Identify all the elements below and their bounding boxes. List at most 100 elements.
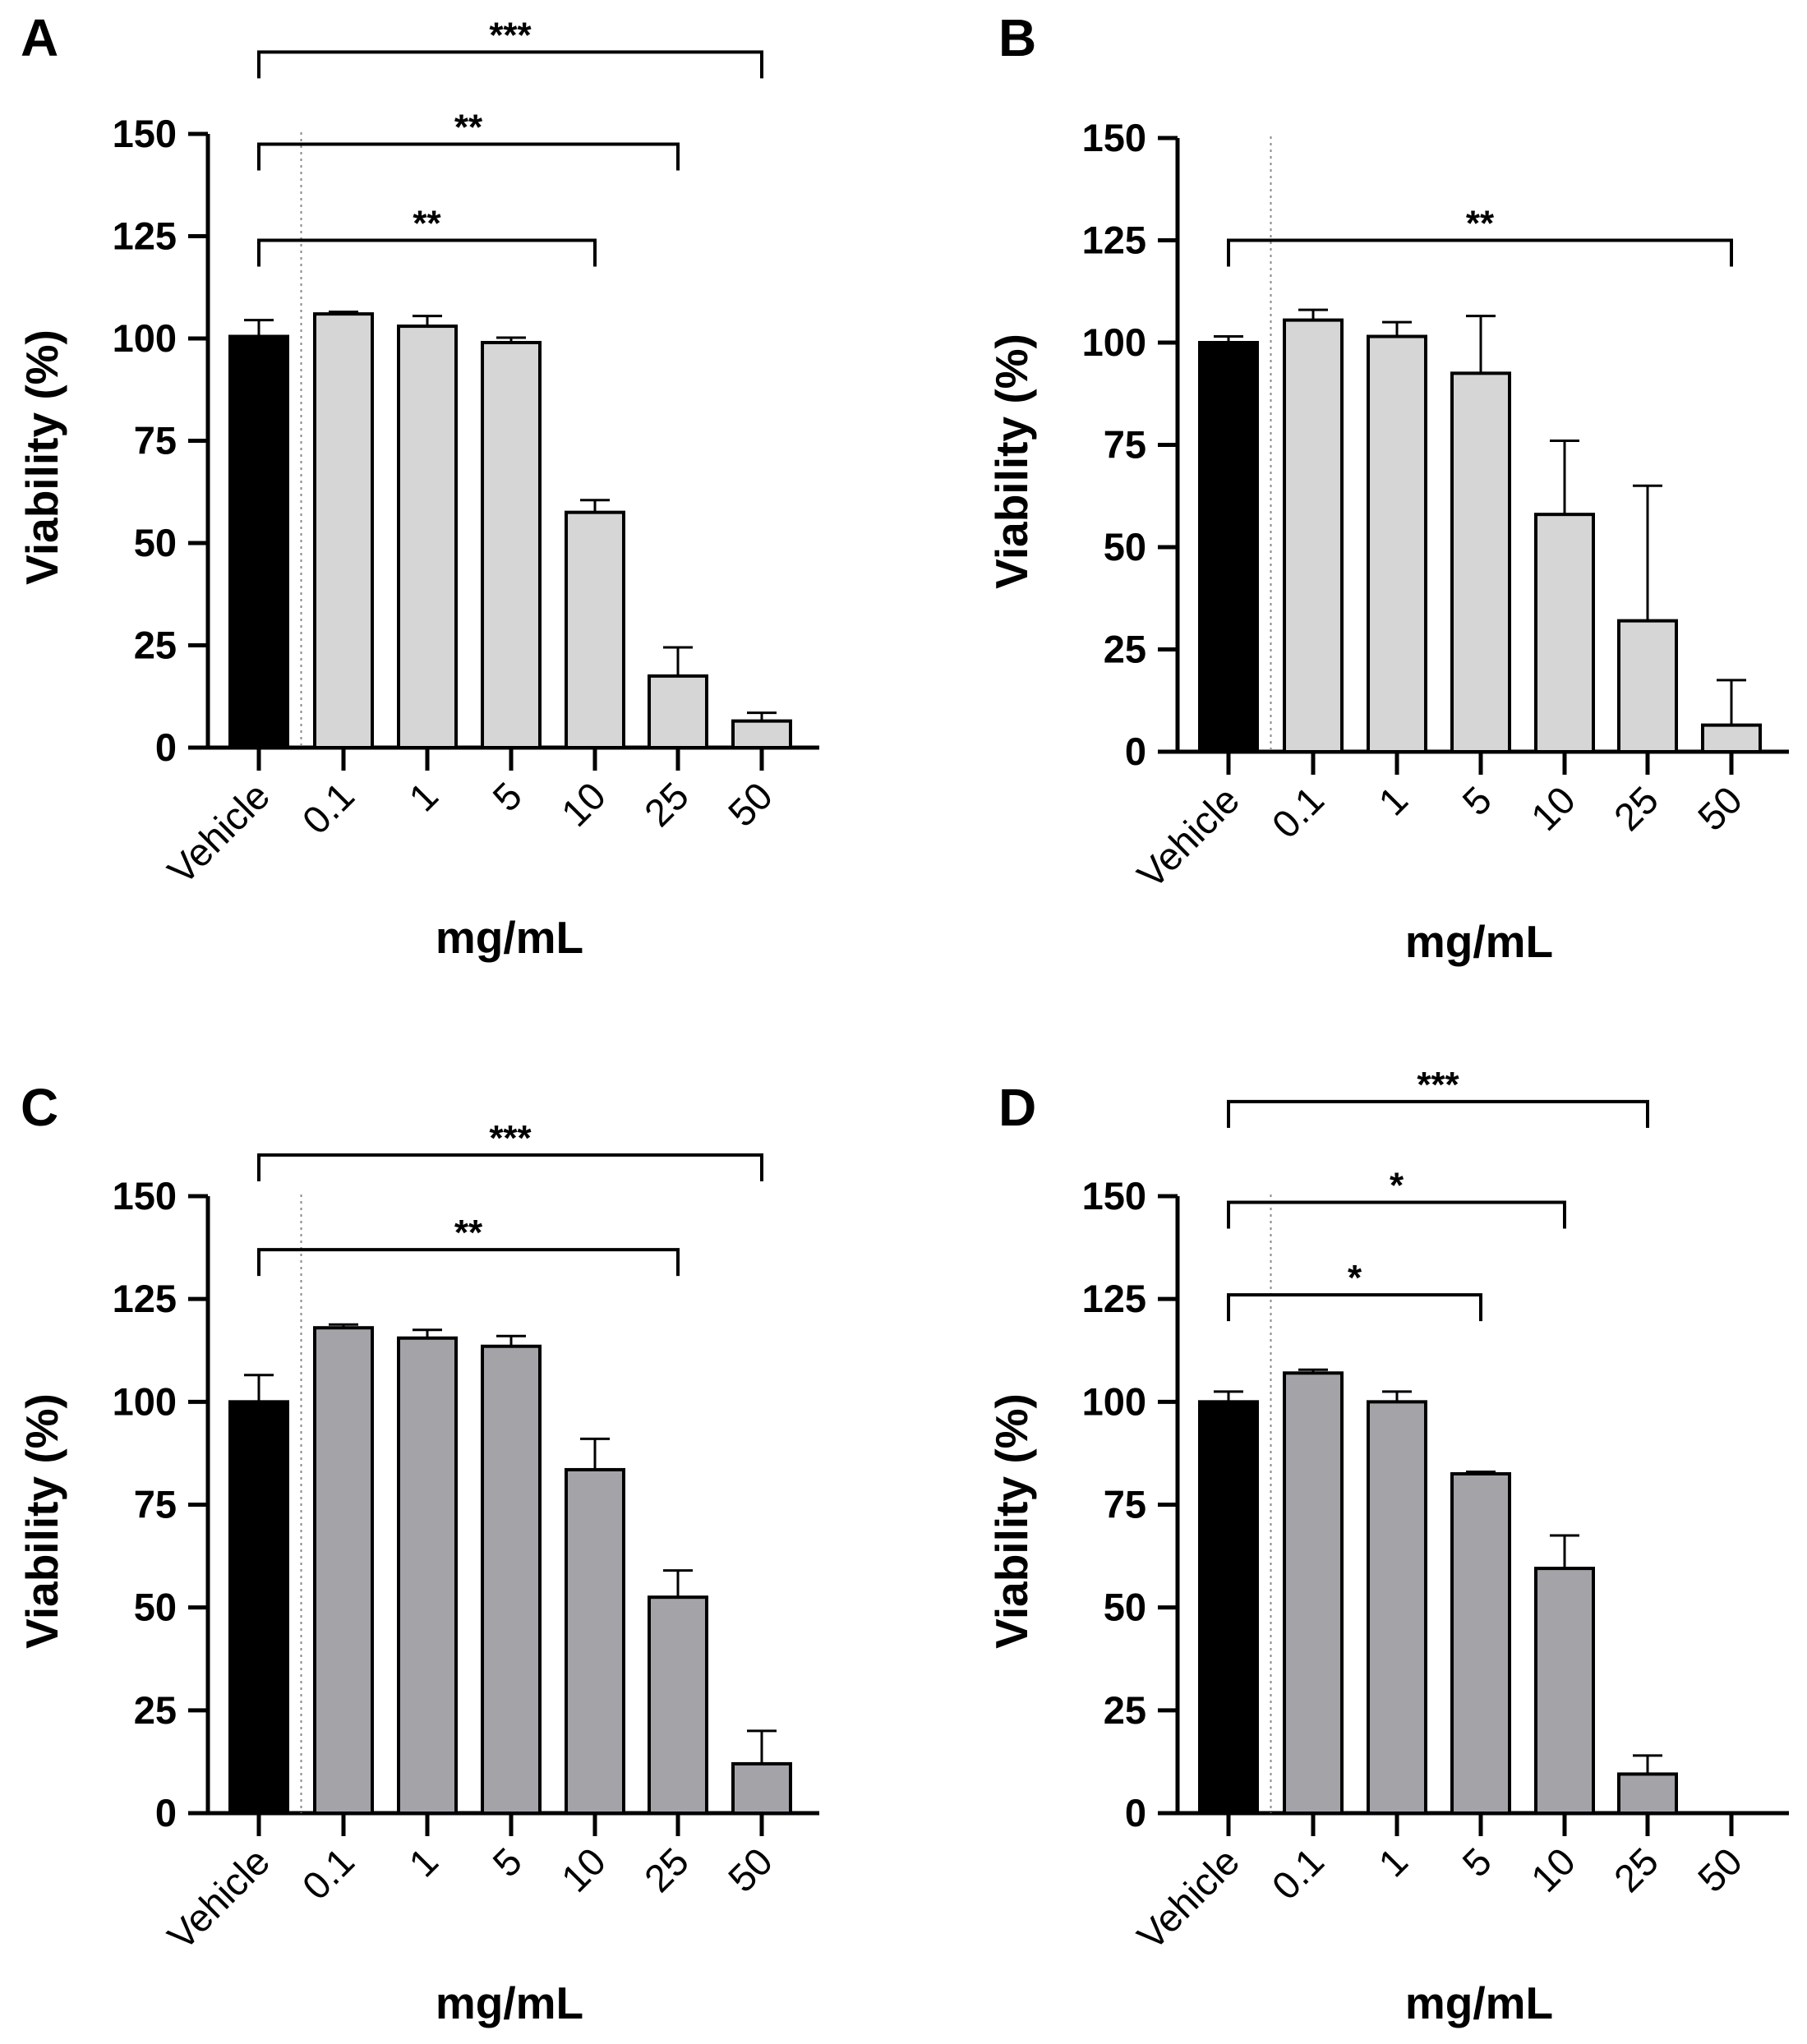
y-axis-title: Viability (%) bbox=[986, 334, 1037, 589]
significance-bracket bbox=[257, 50, 763, 79]
y-tick-label: 75 bbox=[1104, 1483, 1146, 1526]
significance-bracket bbox=[257, 1248, 680, 1277]
bar bbox=[565, 510, 625, 750]
bar bbox=[228, 334, 289, 749]
x-tick-label: 1 bbox=[400, 774, 446, 820]
bar bbox=[1198, 1400, 1259, 1816]
significance-bracket bbox=[257, 238, 597, 267]
x-tick-label: Vehicle bbox=[1128, 1839, 1247, 1959]
y-tick-label: 0 bbox=[155, 1791, 177, 1835]
bar bbox=[313, 312, 374, 749]
panel-a: A 0 25 50 75 100 125 150 Vehicle 0.1 1 5 10 25 50 Viabi… bbox=[16, 8, 819, 963]
significance-label: * bbox=[1390, 1166, 1404, 1206]
x-tick-label: 25 bbox=[636, 1839, 697, 1900]
y-tick-label: 25 bbox=[134, 1688, 177, 1732]
bar bbox=[731, 1761, 792, 1815]
significance-bracket bbox=[257, 142, 680, 171]
bar bbox=[397, 1336, 458, 1815]
bar bbox=[648, 674, 708, 749]
y-axis-title: Viability (%) bbox=[16, 1393, 67, 1649]
panel-c: C 0 25 50 75 100 125 150 Vehicle 0.1 1 5 10 25 50 Viabi… bbox=[16, 1078, 819, 2028]
significance-label: ** bbox=[454, 1213, 483, 1253]
y-tick-label: 100 bbox=[1082, 1379, 1146, 1423]
significance-label: *** bbox=[489, 1118, 532, 1158]
significance-label: ** bbox=[413, 203, 441, 243]
bar bbox=[1198, 341, 1259, 753]
bar bbox=[1534, 513, 1595, 753]
x-tick-label: 0.1 bbox=[293, 1839, 362, 1908]
bar bbox=[1367, 1400, 1427, 1816]
bar bbox=[397, 325, 458, 749]
x-tick-label: 5 bbox=[484, 774, 530, 820]
y-axis-title: Viability (%) bbox=[986, 1393, 1037, 1649]
y-tick-label: 75 bbox=[134, 1483, 177, 1526]
significance-label: * bbox=[1348, 1258, 1362, 1298]
y-tick-label: 150 bbox=[1082, 116, 1146, 159]
panel-letter: D bbox=[998, 1078, 1036, 1137]
x-axis-title: mg/mL bbox=[1405, 1977, 1553, 2028]
x-tick-label: 25 bbox=[636, 774, 697, 835]
x-tick-label: 50 bbox=[720, 1839, 781, 1900]
x-tick-label: Vehicle bbox=[159, 1839, 278, 1959]
bar bbox=[313, 1326, 374, 1816]
bar bbox=[228, 1400, 289, 1816]
y-tick-label: 25 bbox=[1104, 1688, 1146, 1732]
y-tick-label: 100 bbox=[1082, 320, 1146, 364]
x-tick-label: 5 bbox=[484, 1839, 530, 1885]
significance-label: ** bbox=[454, 107, 483, 147]
significance-bracket bbox=[257, 1153, 763, 1181]
x-axis-title: mg/mL bbox=[436, 912, 583, 963]
x-tick-label: 25 bbox=[1606, 1839, 1666, 1900]
y-tick-label: 150 bbox=[1082, 1174, 1146, 1218]
bar bbox=[481, 1344, 542, 1815]
bar bbox=[565, 1467, 625, 1816]
bar bbox=[481, 340, 542, 749]
bar bbox=[1450, 371, 1511, 753]
y-tick-label: 50 bbox=[1104, 1586, 1146, 1629]
bar bbox=[1450, 1471, 1511, 1815]
y-tick-label: 0 bbox=[1125, 1791, 1146, 1835]
y-tick-label: 150 bbox=[113, 112, 177, 155]
significance-bracket bbox=[1227, 1200, 1566, 1229]
y-tick-label: 100 bbox=[113, 316, 177, 360]
y-tick-label: 100 bbox=[113, 1379, 177, 1423]
y-tick-label: 50 bbox=[134, 1586, 177, 1629]
y-tick-label: 0 bbox=[1125, 730, 1146, 773]
bar bbox=[1617, 619, 1678, 754]
x-tick-label: 10 bbox=[1523, 778, 1583, 839]
y-tick-label: 125 bbox=[1082, 1277, 1146, 1320]
bar bbox=[1283, 1371, 1344, 1815]
bar bbox=[1283, 318, 1344, 753]
panel-b: B 0 25 50 75 100 125 150 Vehicle 0.1 1 5 10 25 50 Viabi… bbox=[986, 8, 1789, 967]
x-tick-label: 5 bbox=[1454, 778, 1500, 824]
y-tick-label: 125 bbox=[1082, 219, 1146, 262]
x-tick-label: 1 bbox=[400, 1839, 446, 1885]
significance-label: *** bbox=[1417, 1065, 1459, 1105]
bar bbox=[1367, 334, 1427, 753]
y-tick-label: 75 bbox=[1104, 423, 1146, 467]
significance-bracket bbox=[1227, 1099, 1649, 1128]
x-tick-label: 0.1 bbox=[1263, 1839, 1332, 1908]
x-tick-label: 1 bbox=[1370, 1839, 1416, 1885]
y-tick-label: 25 bbox=[1104, 628, 1146, 671]
panel-letter: A bbox=[21, 8, 58, 67]
x-tick-label: 0.1 bbox=[293, 774, 362, 843]
x-tick-label: 10 bbox=[553, 774, 614, 835]
significance-bracket bbox=[1227, 238, 1733, 267]
bar bbox=[1617, 1772, 1678, 1816]
y-tick-label: 150 bbox=[113, 1174, 177, 1218]
x-axis-title: mg/mL bbox=[436, 1977, 583, 2028]
y-tick-label: 0 bbox=[155, 725, 177, 769]
x-tick-label: 50 bbox=[1689, 778, 1750, 839]
significance-bracket bbox=[1227, 1293, 1482, 1322]
x-tick-label: 50 bbox=[1689, 1839, 1750, 1900]
x-tick-label: 10 bbox=[1523, 1839, 1583, 1900]
panel-letter: C bbox=[21, 1078, 58, 1137]
y-tick-label: 50 bbox=[1104, 525, 1146, 569]
x-tick-label: 5 bbox=[1454, 1839, 1500, 1885]
x-tick-label: Vehicle bbox=[159, 774, 278, 893]
y-tick-label: 50 bbox=[134, 521, 177, 564]
x-tick-label: 0.1 bbox=[1263, 778, 1332, 847]
x-tick-label: 50 bbox=[720, 774, 781, 835]
